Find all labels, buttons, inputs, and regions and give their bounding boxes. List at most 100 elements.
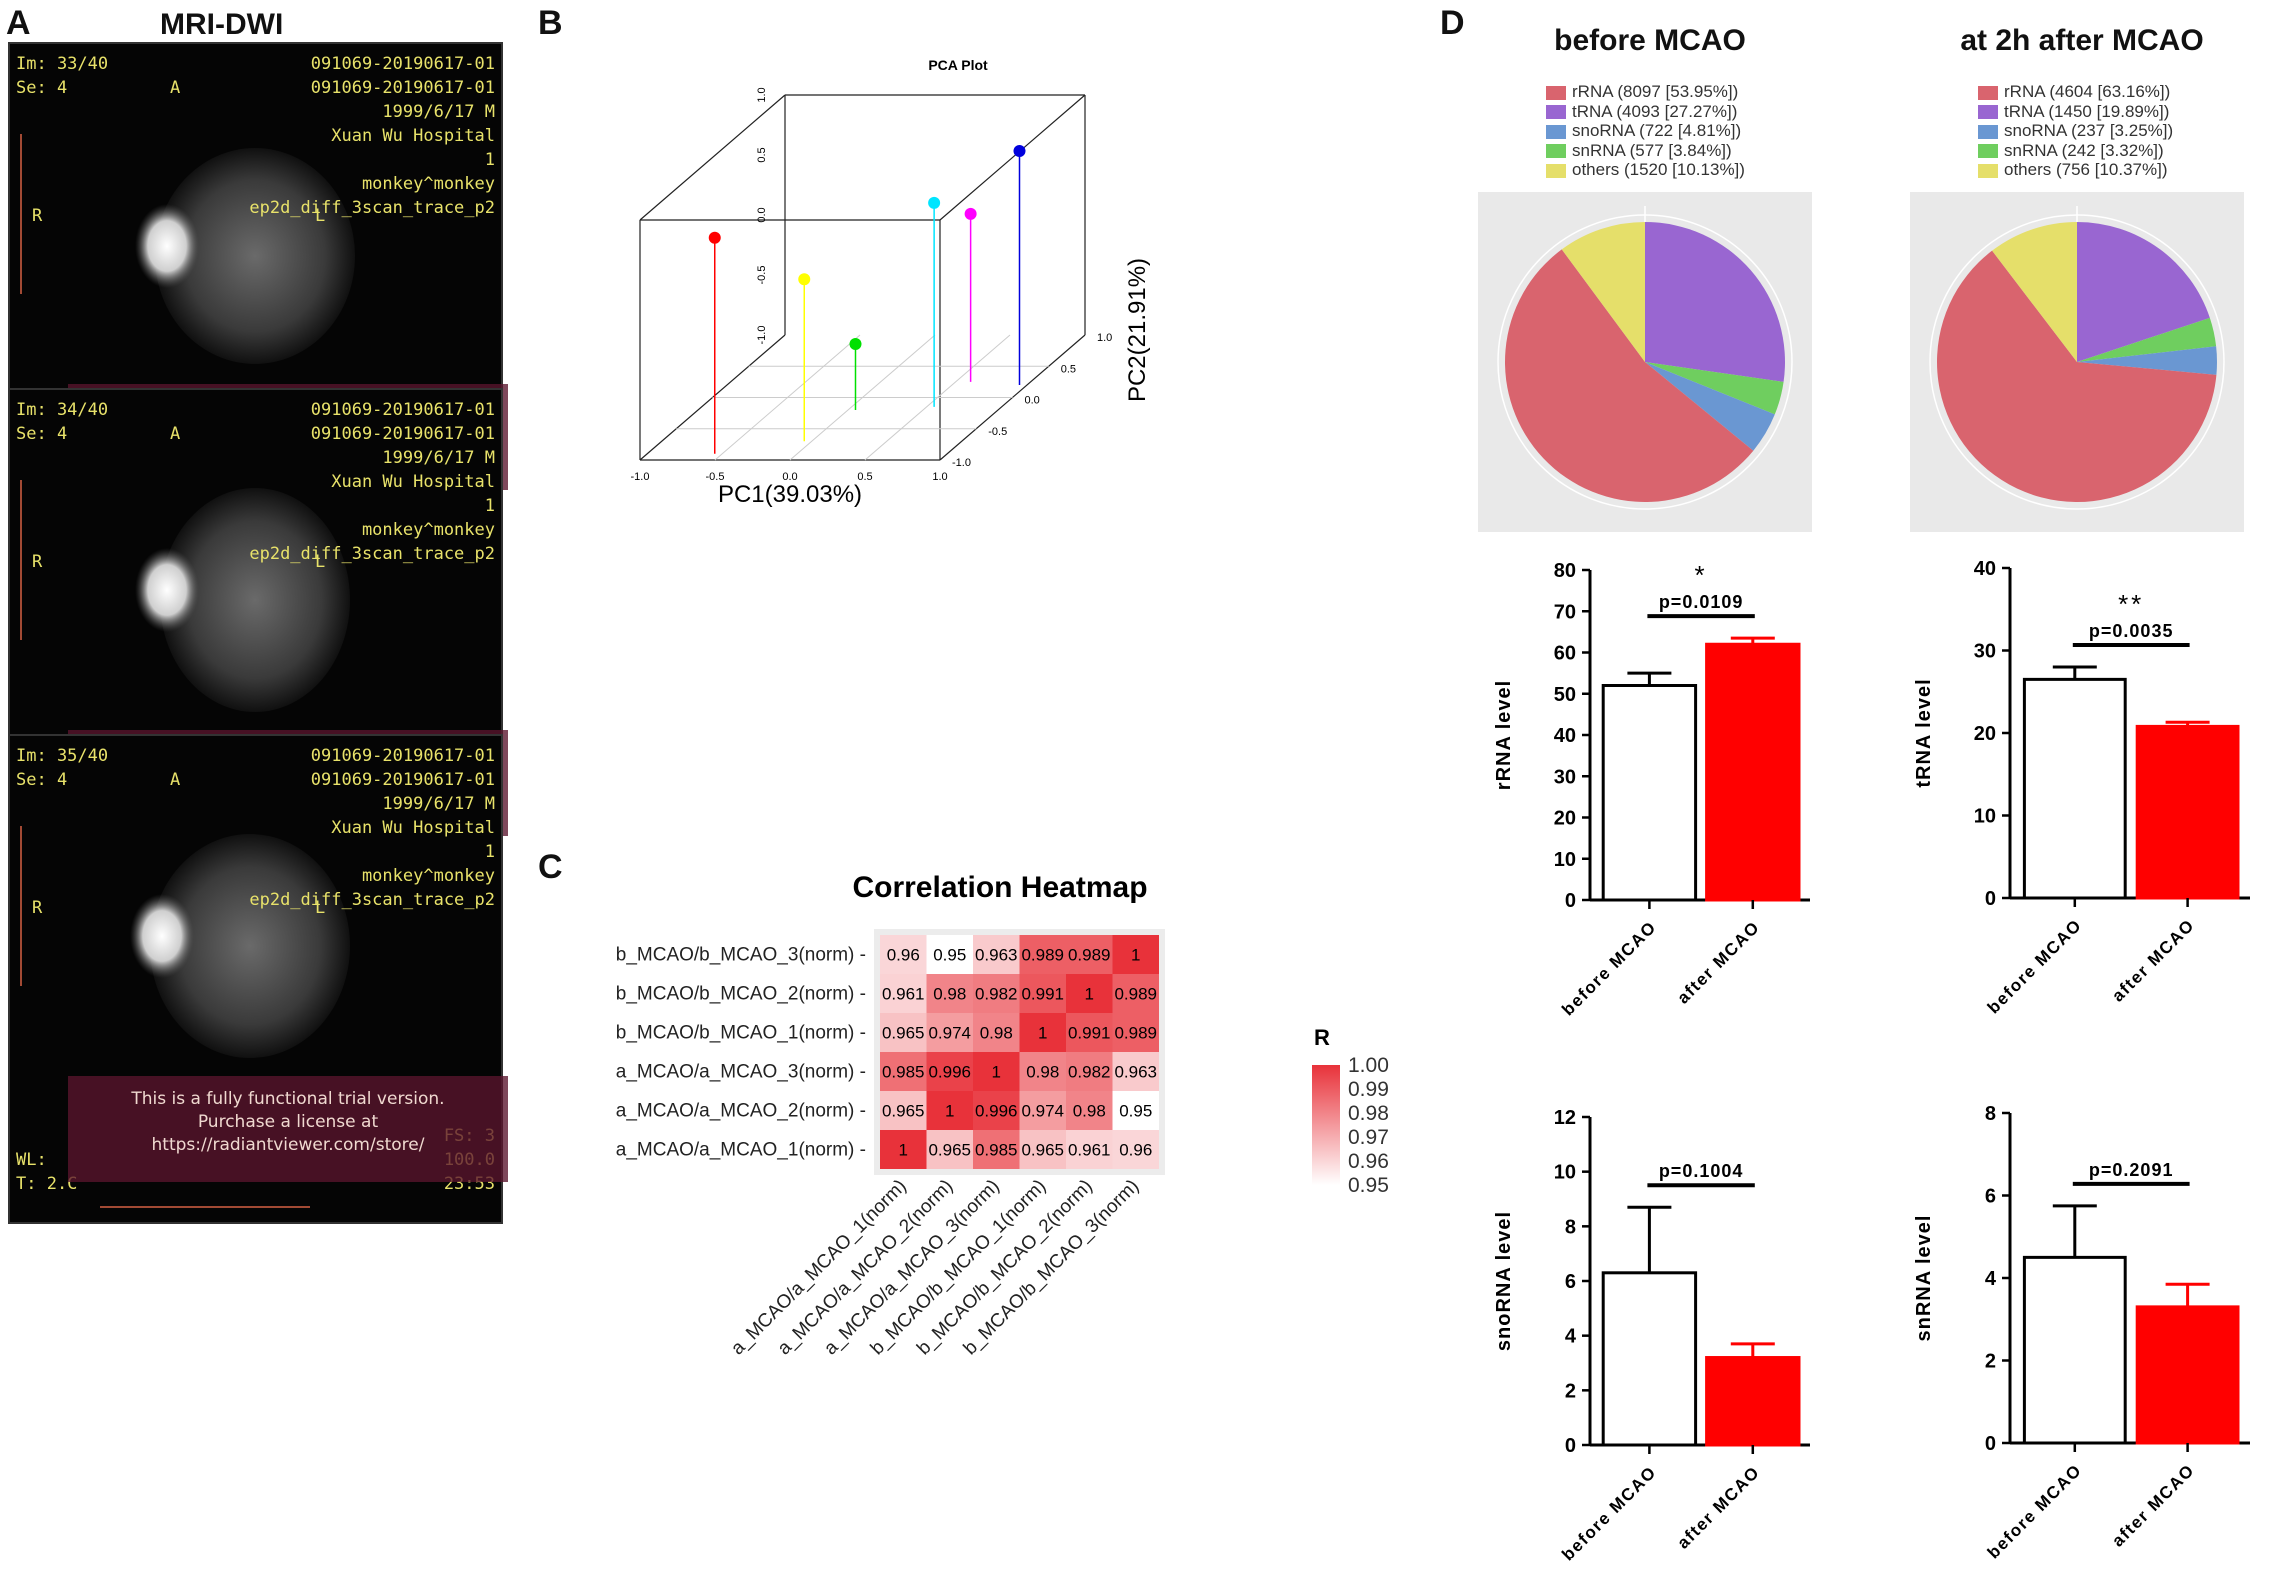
bar-after [2135, 1305, 2240, 1445]
heatmap-cell-label: 0.991 [1021, 985, 1064, 1004]
heatmap-cell-label: 0.98 [1073, 1102, 1106, 1121]
heatmap-cell [973, 1013, 1020, 1052]
bar-y-tick: 6 [1985, 1186, 1996, 1208]
colorbar-tick: 0.96 [1348, 1150, 1389, 1173]
study-seq: ep2d_diff_3scan_trace_p2 [249, 890, 495, 910]
bar-after [2135, 724, 2240, 900]
panel-a-letter: A [6, 4, 31, 42]
pca-z-tick: -1.0 [756, 326, 768, 345]
study-info: 091069-20190617-01 091069-20190617-01 1999… [249, 744, 495, 912]
brain-shape [155, 148, 355, 364]
ruler-horizontal [100, 1206, 310, 1208]
heatmap-cell-label: 0.982 [975, 985, 1018, 1004]
heatmap-cell-label: 1 [1085, 985, 1094, 1004]
pca-point-b_MCAO_1 [928, 196, 941, 209]
study-id2: 091069-20190617-01 [310, 770, 495, 790]
bar-y-tick: 20 [1974, 723, 1996, 745]
pie-legend-label: tRNA (1450 [19.89%]) [2004, 101, 2170, 121]
heatmap-row-label: a_MCAO/a_MCAO_2(norm) - [616, 1101, 866, 1122]
trial-line: This is a fully functional trial version… [131, 1089, 445, 1109]
heatmap-cell [926, 1130, 973, 1169]
heatmap-cell-label: 0.982 [1068, 1063, 1111, 1082]
pca-point-a_MCAO_2 [798, 273, 811, 286]
bar-y-label: tRNA level [1913, 678, 1935, 787]
pca-y-label: PC2(21.91%) [1124, 258, 1151, 402]
study-name: monkey^monkey [361, 174, 495, 194]
panel-b-letter: B [538, 4, 563, 42]
pca-grid-line [864, 334, 1011, 461]
pie-legend-swatch [1978, 124, 1998, 139]
heatmap-cell [1066, 1013, 1113, 1052]
orientation-l: L [315, 552, 326, 572]
heatmap-cell [926, 935, 973, 974]
heatmap-cell-label: 0.965 [882, 1024, 925, 1043]
pie-slice-snoRNA [1645, 362, 1775, 451]
brain-scan-image [130, 834, 350, 1058]
pie-legend-label: snRNA (242 [3.32%]) [2004, 140, 2164, 160]
ruler-vertical [20, 134, 22, 294]
pie-legend-item: rRNA (8097 [53.95%]) [1546, 82, 1738, 102]
heatmap-cell [1066, 1052, 1113, 1091]
bar-y-tick: 40 [1974, 558, 1996, 580]
brain-shape [150, 834, 350, 1058]
panel-a-title: MRI-DWI [160, 8, 284, 41]
pie-legend-swatch [1546, 85, 1566, 100]
heatmap-cell [1066, 1130, 1113, 1169]
heatmap-cell [1019, 935, 1066, 974]
pca-z-tick: 1.0 [756, 87, 768, 102]
pca-title: PCA Plot [928, 57, 988, 73]
image-index: Im: 34/40 [16, 400, 109, 420]
bar-y-tick: 2 [1985, 1351, 1996, 1373]
heatmap-cell-label: 0.974 [928, 1024, 971, 1043]
study-info: 091069-20190617-01 091069-20190617-01 1999… [249, 52, 495, 220]
pie-legend-label: rRNA (8097 [53.95%]) [1572, 82, 1739, 101]
orientation-a: A [170, 424, 181, 444]
pie-legend-swatch [1978, 163, 1998, 178]
heatmap-cell [1112, 1091, 1159, 1130]
p-value: p=0.0035 [2089, 621, 2174, 641]
pie-legend-swatch [1978, 85, 1998, 100]
bar-before [1601, 1271, 1698, 1447]
study-hospital: Xuan Wu Hospital [331, 126, 495, 146]
heatmap-cell [973, 1052, 1020, 1091]
study-name: monkey^monkey [361, 520, 495, 540]
heatmap-row-label: b_MCAO/b_MCAO_2(norm) - [616, 984, 866, 1005]
pie-title: before MCAO [1554, 24, 1746, 57]
pie-slice-snoRNA [2077, 346, 2217, 375]
pca-y-tick: -1.0 [952, 457, 971, 469]
heatmap-cell-label: 0.989 [1068, 946, 1111, 965]
panel-d-letter: D [1440, 4, 1465, 42]
heatmap-cell-label: 0.963 [975, 946, 1018, 965]
orientation-r: R [32, 898, 43, 918]
study-date: 1999/6/17 M [382, 794, 495, 814]
study-date: 1999/6/17 M [382, 102, 495, 122]
bar-after [1705, 1356, 1801, 1447]
pca-z-tick: 0.5 [756, 147, 768, 162]
heatmap-cell [1066, 1091, 1113, 1130]
heatmap-cell [880, 1091, 927, 1130]
bar-y-tick: 4 [1565, 1326, 1577, 1348]
pie-legend-item: snRNA (242 [3.32%]) [1978, 141, 2164, 161]
study-hospital: Xuan Wu Hospital [331, 472, 495, 492]
heatmap-cell-label: 0.95 [1119, 1102, 1152, 1121]
colorbar-tick: 0.98 [1348, 1102, 1389, 1125]
heatmap-cell [880, 1013, 927, 1052]
pie-slice-others [1561, 222, 1645, 362]
bar-y-tick: 6 [1565, 1271, 1576, 1293]
pca-box-edge [639, 94, 786, 221]
panel-c-letter: C [538, 848, 563, 886]
heatmap-cell-label: 1 [1038, 1024, 1047, 1043]
pie-legend-label: rRNA (4604 [63.16%]) [2004, 82, 2171, 101]
heatmap-cell-label: 0.989 [1114, 985, 1157, 1004]
pca-x-tick: -0.5 [706, 471, 725, 483]
bar-y-tick: 8 [1565, 1216, 1576, 1238]
heatmap-cell [1019, 974, 1066, 1013]
heatmap-cell-label: 0.961 [882, 985, 925, 1004]
significance-stars: ** [2118, 589, 2144, 619]
pie-legend-label: others (1520 [10.13%]) [1572, 160, 1745, 179]
pie-legend-swatch [1546, 144, 1566, 159]
bar-y-tick: 12 [1554, 1107, 1576, 1129]
pie-slice-snRNA [1645, 362, 1784, 415]
pca-z-tick: 0.0 [756, 207, 768, 222]
mri-frame: Im: 35/40 Se: 4 A R L 091069-20190617-01 09106… [8, 734, 508, 1224]
